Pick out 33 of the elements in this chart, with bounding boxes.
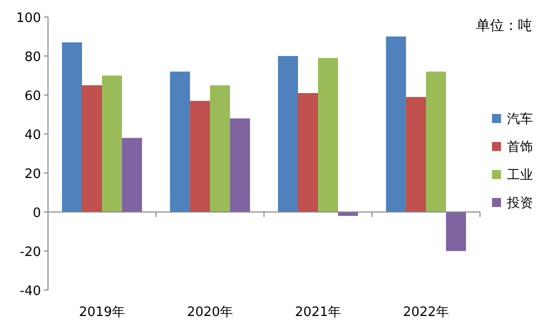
bar xyxy=(102,76,122,212)
annotation: 单位：吨 xyxy=(476,18,532,34)
y-tick-label: 0 xyxy=(32,206,41,221)
bar xyxy=(426,72,446,212)
legend-label: 汽车 xyxy=(507,112,533,127)
y-tick-label: -20 xyxy=(20,245,41,260)
bar xyxy=(298,93,318,212)
y-tick-label: 40 xyxy=(24,128,41,143)
x-tick-label: 2021年 xyxy=(294,305,342,320)
bar xyxy=(122,138,142,212)
bar xyxy=(278,56,298,212)
legend-label: 投资 xyxy=(506,196,533,211)
y-tick-label: 100 xyxy=(16,11,41,26)
bar xyxy=(446,212,466,251)
x-tick-label: 2020年 xyxy=(186,305,234,320)
y-tick-label: -40 xyxy=(20,284,41,299)
y-tick-label: 80 xyxy=(24,50,41,65)
bar xyxy=(386,36,406,212)
legend-label: 首饰 xyxy=(507,140,533,155)
legend-label: 工业 xyxy=(507,168,533,183)
bar xyxy=(170,72,190,212)
bar xyxy=(338,212,358,216)
bar xyxy=(62,42,82,212)
bar xyxy=(406,96,426,212)
x-tick-label: 2022年 xyxy=(402,305,450,320)
bar xyxy=(82,85,102,212)
bar xyxy=(318,58,338,212)
y-tick-label: 60 xyxy=(24,89,41,104)
bar xyxy=(190,100,210,212)
x-tick-label: 2019年 xyxy=(78,305,126,320)
bar xyxy=(230,118,250,212)
bar xyxy=(210,85,230,212)
y-tick-label: 20 xyxy=(24,167,41,182)
